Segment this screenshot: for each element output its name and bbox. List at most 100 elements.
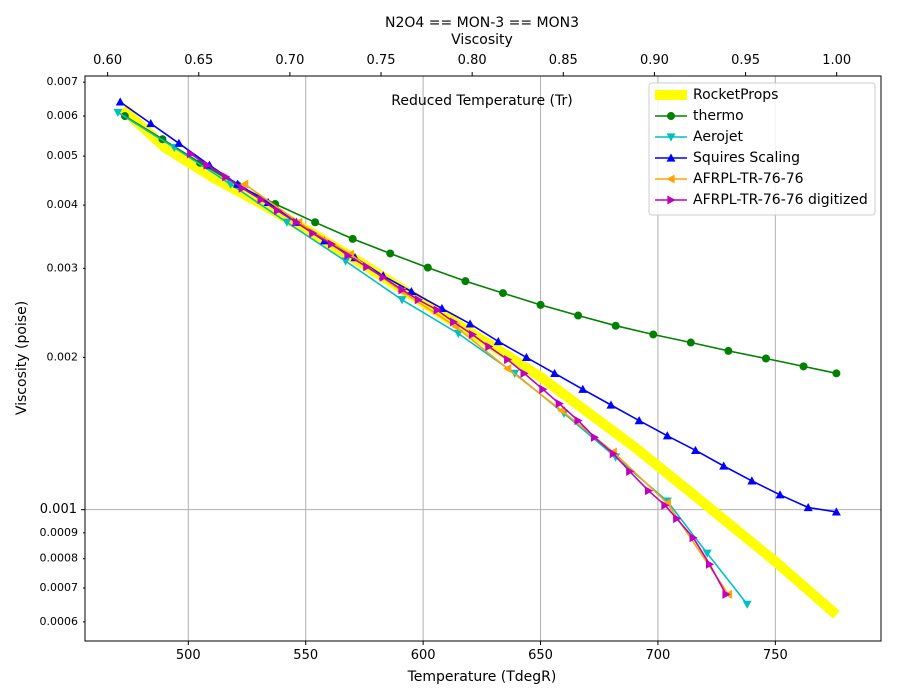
data-point [803,502,813,512]
legend-entry: RocketProps [655,87,778,103]
series-line [244,183,730,595]
plot-frame [84,75,882,642]
data-point [465,319,475,328]
legend-entry: thermo [655,108,744,124]
data-point [626,466,635,476]
data-point [667,112,675,120]
legend-entry: AFRPL-TR-76-76 digitized [655,192,868,208]
x-tick-label: 650 [528,648,553,663]
data-point [539,384,548,394]
data-point [423,263,432,272]
x2-tick-label: 0.75 [367,53,396,68]
legend-label: AFRPL-TR-76-76 digitized [693,192,868,208]
data-point [363,262,372,272]
data-point [263,197,273,206]
data-point [673,514,682,524]
series-layer [113,97,841,619]
legend-label: Squires Scaling [693,150,800,166]
y-minor-tick-label: 0.006 [47,109,79,122]
data-point [311,218,320,227]
y-tick-label: 0.001 [40,502,77,517]
y-minor-tick-label: 0.005 [47,149,79,162]
data-point [222,172,231,182]
legend-label: RocketProps [693,87,778,103]
data-point [799,362,808,371]
data-point [406,286,416,296]
x2-tick-label: 0.65 [184,53,213,68]
data-point [689,533,698,543]
x2-tick-label: 0.85 [549,53,578,68]
x-axis-title: Temperature (TdegR) [407,669,557,685]
data-point [238,183,247,193]
x2-tick-label: 0.60 [93,53,122,68]
data-point [450,317,459,327]
x-tick-label: 700 [646,648,671,663]
y-minor-tick-label: 0.0006 [40,615,79,628]
data-point [557,406,566,416]
data-point [292,217,301,227]
data-point [832,369,841,378]
x-tick-label: 600 [411,648,436,663]
data-point [115,97,125,106]
data-point [203,160,212,170]
data-point [574,311,583,320]
legend-entry: Aerojet [655,129,743,145]
data-point [661,500,670,510]
data-point [348,234,357,243]
data-point [503,364,512,374]
data-point [831,507,841,516]
data-point [662,431,672,440]
series-afrpl-tr-76-76-digitized [187,149,731,599]
data-point [414,295,423,305]
y-minor-tick-label: 0.002 [47,350,79,363]
data-point [742,600,752,609]
data-point [174,138,184,147]
data-point [578,384,588,393]
legend: RocketProps thermo Aerojet Squires Scaling A… [648,82,876,216]
data-point [398,285,407,295]
legend-box [648,82,876,216]
data-point [493,337,503,346]
data-point [606,400,616,409]
data-point [611,321,620,330]
data-point [485,342,494,352]
data-point [327,239,337,249]
data-point [453,329,463,338]
legend-label: AFRPL-TR-76-76 [693,171,804,187]
legend-entry: AFRPL-TR-76-76 [655,171,804,187]
x-tick-label: 750 [763,648,788,663]
data-point [724,346,733,355]
data-point [498,289,507,298]
data-point [397,296,407,305]
data-point [686,338,695,347]
y-minor-tick-label: 0.0008 [40,552,79,565]
data-point [719,461,729,470]
data-point [705,559,715,569]
data-point [341,257,351,266]
data-point [461,277,470,286]
data-point [702,549,712,558]
data-point [521,352,531,361]
data-point [520,368,529,378]
data-point [550,368,560,377]
data-point [649,330,658,339]
axes: 500 550 600 650 700 750 0.60 0.65 0.70 0.75 0.80 0.… [40,53,852,663]
data-point [226,180,236,189]
legend-label: Aerojet [693,129,743,145]
x-tick-label: 500 [176,648,201,663]
x-tick-label: 550 [293,648,318,663]
x2-tick-label: 0.95 [731,53,760,68]
y-axis-title: Viscosity (poise) [14,301,30,415]
data-point [666,174,675,184]
data-point [691,445,701,454]
data-point [113,108,123,117]
data-point [504,355,513,365]
x2-tick-label: 0.90 [640,53,669,68]
y-minor-tick-label: 0.004 [47,198,79,211]
data-point [666,153,676,162]
data-point [775,490,785,499]
data-point [761,354,770,363]
legend-entry: Squires Scaling [655,150,800,166]
data-point [667,195,676,205]
